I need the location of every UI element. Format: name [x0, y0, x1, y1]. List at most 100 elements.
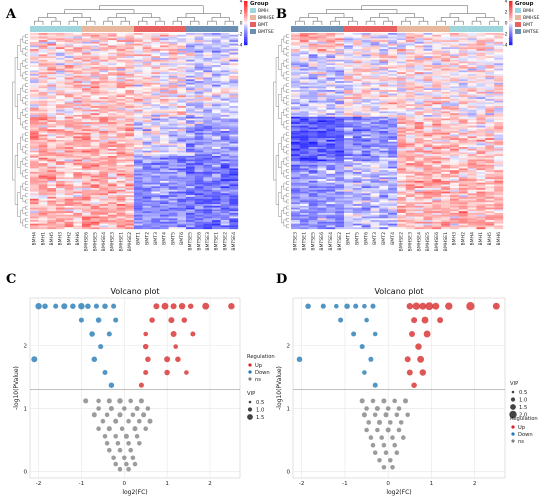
heatmap-cell — [142, 211, 152, 214]
heatmap-cell — [335, 163, 345, 165]
heatmap-cell — [291, 122, 300, 125]
heatmap-cell — [47, 182, 57, 185]
heatmap-cell — [64, 138, 74, 141]
panel-label-a: A — [5, 7, 17, 22]
heatmap-cell — [56, 98, 65, 101]
heatmap-cell — [423, 63, 433, 66]
heatmap-cell — [405, 106, 415, 108]
heatmap-cell — [370, 66, 380, 69]
heatmap-cell — [423, 100, 433, 103]
heatmap-cell — [151, 122, 161, 125]
heatmap-cell — [335, 90, 345, 92]
heatmap-cell — [212, 59, 221, 62]
heatmap-cell — [352, 82, 362, 85]
heatmap-cell — [56, 168, 65, 171]
heatmap-cell — [476, 84, 486, 87]
heatmap-cell — [134, 131, 143, 133]
heatmap-cell — [177, 127, 187, 130]
heatmap-cell — [30, 177, 39, 180]
heatmap-cell — [142, 93, 152, 96]
heatmap-cell — [476, 129, 486, 132]
heatmap-cell — [47, 170, 57, 173]
heatmap-cell — [220, 120, 230, 123]
heatmap-cell — [450, 148, 459, 151]
heatmap-cell — [64, 163, 74, 165]
heatmap-cell — [125, 184, 135, 187]
heatmap-cell — [142, 173, 152, 176]
heatmap-cell — [82, 193, 91, 196]
heatmap-cell — [73, 175, 83, 178]
heatmap-cell — [414, 73, 424, 76]
heatmap-cell — [160, 127, 169, 130]
heatmap-cell — [134, 221, 143, 224]
heatmap-cell — [458, 40, 468, 43]
heatmap-cell — [397, 109, 406, 112]
heatmap-cell — [291, 132, 300, 135]
heatmap-cell — [168, 205, 178, 208]
heatmap-cell — [361, 63, 371, 66]
heatmap-cell — [485, 161, 495, 164]
heatmap-cell — [458, 52, 468, 55]
heatmap-cell — [203, 205, 213, 208]
heatmap-cell — [450, 116, 459, 119]
heatmap-cell — [485, 93, 495, 96]
heatmap-cell — [317, 166, 327, 169]
heatmap-cell — [90, 77, 100, 80]
heatmap-cell — [476, 100, 486, 103]
heatmap-cell — [432, 134, 442, 137]
heatmap-cell — [168, 100, 178, 103]
heatmap-cell — [186, 95, 195, 98]
heatmap-cell — [160, 120, 169, 123]
heatmap-cell — [229, 127, 239, 130]
heatmap-cell — [397, 102, 406, 105]
heatmap-cell — [370, 131, 380, 133]
dendrogram-branch — [22, 97, 26, 104]
heatmap-cell — [317, 61, 327, 64]
heatmap-cell — [186, 40, 195, 43]
heatmap-cell — [203, 143, 213, 146]
heatmap-cell — [108, 91, 117, 94]
heatmap-cell — [361, 47, 371, 50]
heatmap-cell — [160, 186, 169, 189]
heatmap-cell — [168, 40, 178, 43]
heatmap-cell — [177, 125, 187, 128]
heatmap-cell — [151, 205, 161, 208]
heatmap-cell — [73, 100, 83, 103]
heatmap-cell — [291, 127, 300, 130]
heatmap-cell — [476, 150, 486, 153]
heatmap-cell — [203, 131, 213, 133]
heatmap-cell — [212, 49, 221, 51]
heatmap-cell — [458, 100, 468, 103]
heatmap-cell — [485, 134, 495, 137]
heatmap-cell — [56, 166, 65, 169]
heatmap-cell — [220, 102, 230, 105]
heatmap-cell — [220, 193, 230, 196]
heatmap-cell — [494, 88, 504, 91]
heatmap-cell — [194, 97, 204, 100]
heatmap-cell — [90, 33, 100, 35]
heatmap-cell — [116, 200, 126, 203]
heatmap-cell — [317, 102, 327, 105]
heatmap-cell — [73, 77, 83, 80]
heatmap-cell — [151, 90, 161, 92]
heatmap-cell — [64, 173, 74, 176]
heatmap-cell — [291, 57, 300, 60]
dendrogram-branch — [25, 113, 28, 118]
heatmap-cell — [160, 148, 169, 151]
heatmap-cell — [458, 73, 468, 76]
heatmap-cell — [125, 86, 135, 89]
heatmap-cell — [432, 161, 442, 164]
heatmap-cell — [82, 90, 91, 92]
heatmap-cell — [220, 123, 230, 126]
heatmap-cell — [229, 36, 239, 39]
heatmap-cell — [308, 163, 318, 165]
heatmap-cell — [186, 209, 195, 212]
heatmap-cell — [450, 86, 459, 89]
heatmap-cell — [73, 152, 83, 155]
heatmap-cell — [108, 49, 117, 51]
heatmap-cell — [397, 157, 406, 160]
heatmap-cell — [177, 150, 187, 153]
heatmap-cell — [494, 154, 504, 157]
heatmap-cell — [82, 54, 91, 57]
heatmap-cell — [317, 47, 327, 50]
